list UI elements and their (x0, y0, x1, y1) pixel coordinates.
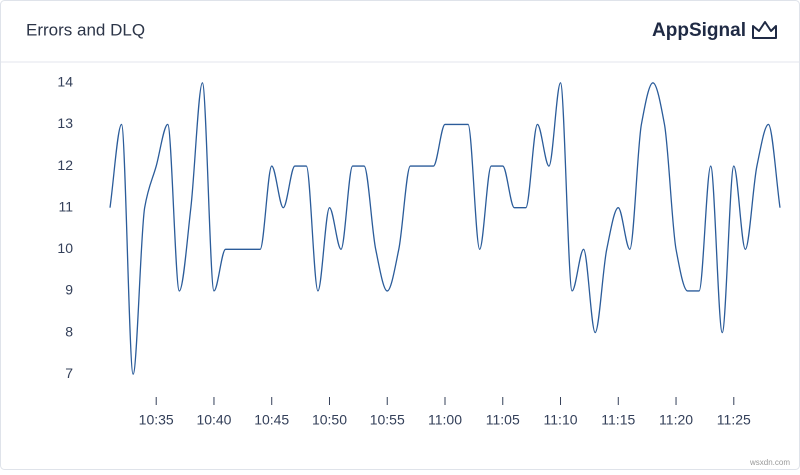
x-tick-label: 10:35 (139, 412, 174, 428)
y-tick-label: 12 (57, 157, 73, 173)
x-tick-label: 11:05 (486, 412, 520, 428)
x-tick-label: 10:40 (196, 412, 231, 428)
brand-logo: AppSignal (652, 20, 746, 41)
x-tick-label: 10:55 (370, 412, 405, 428)
y-tick-label: 9 (65, 282, 73, 298)
brand-icon (752, 21, 777, 39)
card-title: Errors and DLQ (26, 20, 145, 39)
y-tick-label: 13 (57, 115, 73, 131)
y-tick-label: 14 (57, 74, 73, 90)
x-tick-label: 11:10 (544, 412, 578, 428)
y-tick-label: 7 (65, 365, 73, 381)
line-series (109, 82, 781, 375)
x-tick-label: 10:45 (254, 412, 289, 428)
x-tick-label: 11:20 (659, 412, 693, 428)
y-tick-label: 10 (57, 240, 73, 256)
x-tick-label: 10:50 (312, 412, 347, 428)
x-tick-label: 11:15 (601, 412, 635, 428)
x-tick-label: 11:00 (428, 412, 462, 428)
watermark: wsxdn.com (749, 458, 790, 467)
x-tick-label: 11:25 (717, 412, 751, 428)
y-tick-label: 8 (65, 323, 73, 339)
y-tick-label: 11 (58, 198, 73, 214)
